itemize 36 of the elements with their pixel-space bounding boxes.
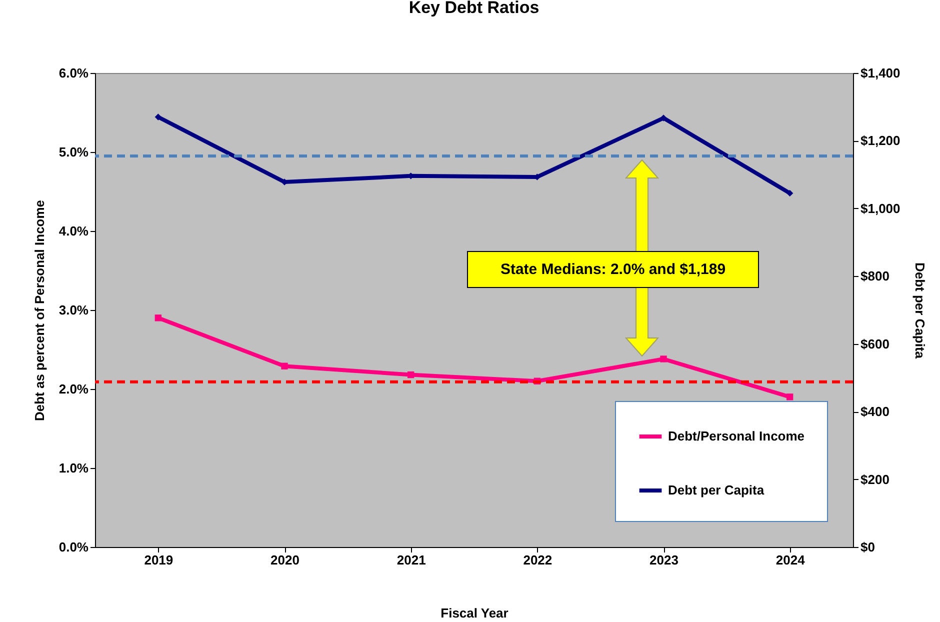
y-tick-label: 2.0%	[58, 382, 89, 396]
y-tick-label: 3.0%	[58, 302, 89, 318]
point	[154, 114, 162, 120]
x-tick-label: 2021	[396, 552, 426, 568]
y2-axis-title: Debt per Capita	[912, 262, 928, 360]
x-tick-label: 2020	[270, 552, 300, 568]
legend-label: Debt per Capita	[668, 482, 765, 498]
y-tick-label: 0.0%	[58, 540, 89, 554]
point	[660, 356, 667, 362]
y-tick-label: 5.0%	[58, 144, 89, 160]
legend-label: Debt/Personal Income	[668, 428, 805, 444]
point	[407, 371, 414, 378]
point	[786, 394, 794, 400]
y2-tick-label: $200	[860, 472, 890, 487]
point	[660, 114, 667, 122]
y2-tick-label: $1,200	[860, 133, 900, 148]
x-tick-label: 2019	[144, 552, 174, 568]
y-axis-title: Debt as percent of Personal Income	[32, 200, 47, 422]
y-tick-label: 1.0%	[58, 460, 89, 476]
x-tick-label: 2022	[523, 552, 552, 568]
y-tick-label: 6.0%	[58, 66, 89, 80]
y-tick-label: 4.0%	[58, 224, 89, 238]
chart-title: Key Debt Ratios	[408, 0, 540, 17]
x-tick-label: 2024	[776, 552, 806, 568]
y2-tick-label: $1,000	[860, 200, 900, 216]
y2-tick-label: $600	[860, 336, 890, 352]
point	[154, 314, 162, 322]
x-tick-label: 2023	[650, 552, 678, 568]
y2-tick-label: $1,400	[860, 66, 900, 80]
point	[281, 362, 288, 370]
y2-tick-label: $800	[860, 268, 890, 284]
x-axis-title: Fiscal Year	[440, 606, 508, 620]
point	[786, 190, 794, 197]
y2-tick-label: $400	[860, 404, 890, 420]
y2-tick-label: $0	[860, 540, 875, 554]
callout-box: State Medians: 2.0% and $1,189	[467, 251, 759, 288]
